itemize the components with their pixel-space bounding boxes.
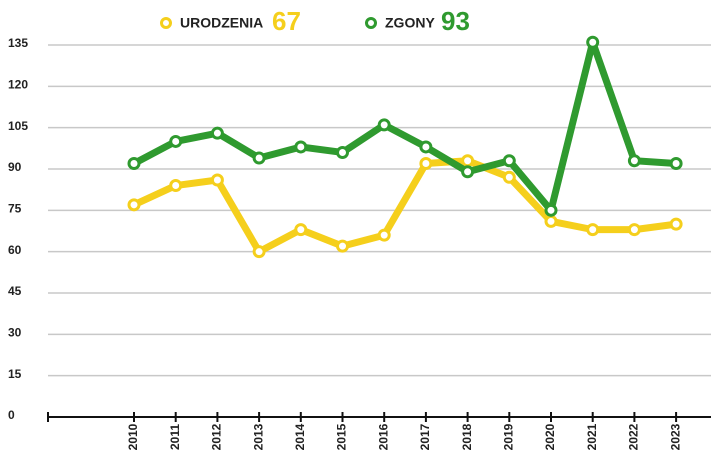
y-tick-label: 60 xyxy=(8,243,22,257)
y-tick-label: 135 xyxy=(8,36,28,50)
marker xyxy=(502,170,516,184)
marker xyxy=(252,245,266,259)
marker xyxy=(627,154,641,168)
marker xyxy=(336,239,349,253)
marker xyxy=(419,156,433,170)
line xyxy=(132,157,677,256)
marker xyxy=(294,223,308,237)
x-tick-label: 2021 xyxy=(585,423,599,450)
legend-label: URODZENIA xyxy=(180,15,263,31)
legend-marker xyxy=(160,17,172,29)
marker xyxy=(544,203,558,217)
y-tick-label: 90 xyxy=(8,160,22,174)
x-tick-label: 2014 xyxy=(293,423,307,450)
marker xyxy=(419,140,433,154)
marker xyxy=(127,198,141,212)
marker xyxy=(336,145,349,159)
legend-total: 67 xyxy=(272,6,301,36)
marker xyxy=(586,223,600,237)
marker xyxy=(544,214,558,228)
y-tick-label: 45 xyxy=(8,284,22,298)
marker xyxy=(669,217,683,231)
marker xyxy=(627,223,641,237)
y-tick-label: 0 xyxy=(8,408,15,422)
x-tick-label: 2010 xyxy=(126,423,140,450)
marker xyxy=(502,154,516,168)
marker xyxy=(127,156,141,170)
marker xyxy=(461,154,475,168)
marker xyxy=(586,35,600,49)
marker xyxy=(377,118,391,132)
y-tick-label: 105 xyxy=(8,119,28,133)
x-tick-label: 2018 xyxy=(460,423,474,450)
x-tick-label: 2015 xyxy=(335,423,349,450)
legend-total: 93 xyxy=(441,6,470,36)
y-tick-label: 120 xyxy=(8,78,28,92)
marker xyxy=(252,151,266,165)
x-tick-label: 2019 xyxy=(501,423,515,450)
y-tick-label: 30 xyxy=(8,326,22,340)
legend-marker xyxy=(365,17,377,29)
y-tick-label: 15 xyxy=(8,367,22,381)
x-tick-label: 2020 xyxy=(543,423,557,450)
x-tick-label: 2017 xyxy=(418,423,432,450)
x-tick-label: 2022 xyxy=(627,423,641,450)
y-tick-label: 75 xyxy=(8,202,22,216)
marker xyxy=(294,140,308,154)
marker xyxy=(210,126,224,140)
marker xyxy=(377,228,391,242)
marker xyxy=(169,134,183,148)
x-tick-label: 2011 xyxy=(168,424,182,450)
x-tick-label: 2023 xyxy=(668,423,682,450)
marker xyxy=(210,173,224,187)
marker xyxy=(669,156,683,170)
legend-label: ZGONY xyxy=(385,15,435,31)
line xyxy=(132,38,677,214)
x-tick-label: 2016 xyxy=(376,423,390,450)
marker xyxy=(169,179,183,193)
x-tick-label: 2012 xyxy=(210,423,224,450)
x-tick-label: 2013 xyxy=(251,423,265,450)
marker xyxy=(461,165,475,179)
